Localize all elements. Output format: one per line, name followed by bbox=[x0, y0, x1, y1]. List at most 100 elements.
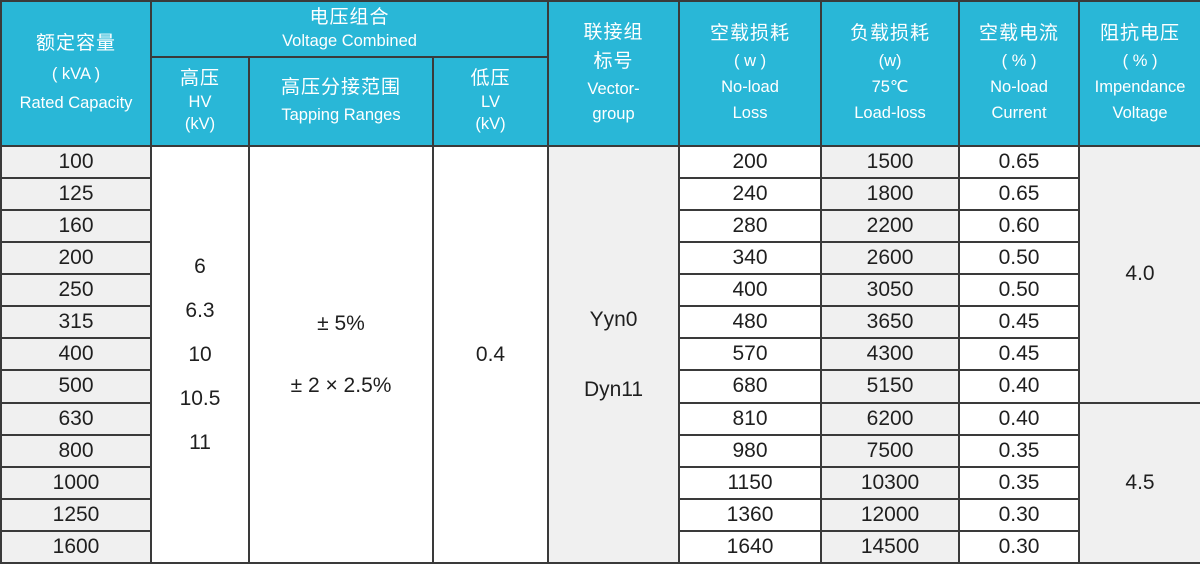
header-no-load-loss-en2: Loss bbox=[732, 103, 768, 122]
table-row: 800 980 7500 0.35 bbox=[0, 433, 1200, 468]
load-loss-cell: 5150 bbox=[820, 369, 961, 404]
header-vector-group: 联接组 标号 Vector- group bbox=[547, 0, 681, 147]
no-load-current-cell: 0.65 bbox=[958, 144, 1081, 180]
no-load-current-cell: 0.60 bbox=[958, 209, 1081, 244]
no-load-loss-cell: 1360 bbox=[678, 497, 823, 532]
capacity-cell: 100 bbox=[0, 144, 152, 180]
load-loss-cell: 3650 bbox=[820, 305, 961, 340]
load-loss-cell: 3050 bbox=[820, 273, 961, 308]
header-no-load-current-en1: No-load bbox=[990, 78, 1048, 96]
table-row: 100 6 6.3 10 10.5 11 ± 5% ± 2 × 2.5% bbox=[0, 144, 1200, 564]
no-load-current-cell: 0.50 bbox=[958, 241, 1081, 276]
load-loss-cell: 14500 bbox=[820, 529, 961, 564]
no-load-current-cell: 0.50 bbox=[958, 273, 1081, 308]
capacity-cell: 315 bbox=[0, 305, 152, 340]
header-tapping-ranges-en: Tapping Ranges bbox=[281, 106, 401, 124]
load-loss-cell: 6200 bbox=[820, 401, 961, 436]
header-hv-en: HV bbox=[188, 93, 212, 112]
table-row: 160 280 2200 0.60 bbox=[0, 209, 1200, 244]
vector-value: Dyn11 bbox=[583, 377, 644, 401]
header-impedance-voltage-zh: 阻抗电压 bbox=[1100, 23, 1181, 45]
no-load-current-cell: 0.40 bbox=[958, 369, 1081, 404]
impedance-value: 4.5 bbox=[1125, 470, 1155, 494]
no-load-loss-cell: 680 bbox=[678, 369, 823, 404]
table-row: 125 240 1800 0.65 bbox=[0, 177, 1200, 212]
header-tapping-ranges: 高压分接范围 Tapping Ranges bbox=[248, 56, 434, 147]
load-loss-cell: 2600 bbox=[820, 241, 961, 276]
header-no-load-loss-unit: ( w ) bbox=[733, 52, 767, 71]
lv-value: 0.4 bbox=[475, 342, 506, 366]
capacity-cell: 500 bbox=[0, 369, 152, 404]
hv-merged-cell: 6 6.3 10 10.5 11 bbox=[150, 145, 250, 564]
no-load-loss-cell: 400 bbox=[678, 273, 823, 308]
header-load-loss-en1: Load-loss bbox=[854, 103, 926, 122]
load-loss-cell: 1500 bbox=[820, 144, 961, 180]
header-no-load-current-unit: ( % ) bbox=[1001, 52, 1037, 71]
capacity-cell: 125 bbox=[0, 177, 152, 212]
load-loss-cell: 12000 bbox=[820, 497, 961, 532]
impedance-merged-cell-2: 4.5 bbox=[1078, 401, 1200, 564]
header-rated-capacity: 额定容量 ( kVA ) Rated Capacity bbox=[0, 0, 152, 147]
no-load-loss-cell: 240 bbox=[678, 177, 823, 212]
header-vector-group-zh2: 标号 bbox=[593, 50, 634, 72]
header-load-loss: 负载损耗 (w) 75℃ Load-loss bbox=[820, 0, 961, 147]
capacity-cell: 630 bbox=[0, 401, 152, 436]
table-row: 500 680 5150 0.40 bbox=[0, 369, 1200, 404]
header-load-loss-zh: 负载损耗 bbox=[850, 23, 931, 45]
no-load-current-cell: 0.40 bbox=[958, 401, 1081, 436]
header-rated-capacity-unit: ( kVA ) bbox=[51, 65, 101, 84]
no-load-current-cell: 0.45 bbox=[958, 305, 1081, 340]
no-load-current-cell: 0.35 bbox=[958, 465, 1081, 500]
capacity-cell: 1600 bbox=[0, 529, 152, 564]
header-no-load-current-zh: 空载电流 bbox=[979, 23, 1060, 45]
impedance-merged-cell-1: 4.0 bbox=[1078, 145, 1200, 404]
table-row: 1600 1640 14500 0.30 bbox=[0, 529, 1200, 564]
capacity-cell: 160 bbox=[0, 209, 152, 244]
header-rated-capacity-zh: 额定容量 bbox=[35, 33, 116, 55]
header-rated-capacity-en: Rated Capacity bbox=[19, 93, 133, 112]
no-load-current-cell: 0.35 bbox=[958, 433, 1081, 468]
table-row: 1250 1360 12000 0.30 bbox=[0, 497, 1200, 532]
no-load-current-cell: 0.30 bbox=[958, 529, 1081, 564]
no-load-current-cell: 0.65 bbox=[958, 177, 1081, 212]
hv-value: 6 bbox=[194, 254, 206, 278]
tapping-value: ± 2 × 2.5% bbox=[290, 373, 392, 397]
capacity-cell: 400 bbox=[0, 337, 152, 372]
tapping-merged-cell: ± 5% ± 2 × 2.5% bbox=[248, 145, 434, 564]
no-load-loss-cell: 200 bbox=[678, 144, 823, 180]
header-impedance-voltage-en2: Voltage bbox=[1112, 103, 1168, 122]
tapping-value: ± 5% bbox=[317, 311, 365, 335]
lv-merged-cell: 0.4 bbox=[431, 145, 550, 564]
load-loss-cell: 1800 bbox=[820, 177, 961, 212]
header-vector-group-en1: Vector- bbox=[587, 79, 640, 98]
header-impedance-voltage-unit: ( % ) bbox=[1122, 52, 1158, 71]
hv-value: 6.3 bbox=[185, 298, 215, 322]
header-impedance-voltage-en1: Impendance bbox=[1094, 78, 1186, 96]
header-lv-unit: (kV) bbox=[475, 114, 506, 133]
capacity-cell: 800 bbox=[0, 433, 152, 468]
header-tapping-ranges-zh: 高压分接范围 bbox=[280, 77, 401, 99]
no-load-loss-cell: 340 bbox=[678, 241, 823, 276]
header-voltage-combined-en: Voltage Combined bbox=[282, 31, 417, 50]
header-lv-en: LV bbox=[481, 93, 500, 112]
load-loss-cell: 10300 bbox=[820, 465, 961, 500]
load-loss-cell: 4300 bbox=[820, 337, 961, 372]
table-row: 250 400 3050 0.50 bbox=[0, 273, 1200, 308]
hv-value: 10 bbox=[188, 342, 212, 366]
capacity-cell: 250 bbox=[0, 273, 152, 308]
load-loss-cell: 2200 bbox=[820, 209, 961, 244]
header-vector-group-en2: group bbox=[592, 105, 635, 124]
header-voltage-combined-zh: 电压组合 bbox=[309, 6, 390, 28]
header-no-load-loss: 空载损耗 ( w ) No-load Loss bbox=[678, 0, 823, 147]
header-hv-zh: 高压 bbox=[179, 68, 220, 90]
impedance-value: 4.0 bbox=[1125, 262, 1155, 286]
header-voltage-combined: 电压组合 Voltage Combined bbox=[149, 0, 550, 58]
vector-merged-cell: Yyn0 Dyn11 bbox=[547, 145, 681, 564]
table-row: 400 570 4300 0.45 bbox=[0, 337, 1200, 372]
no-load-loss-cell: 980 bbox=[678, 433, 823, 468]
no-load-loss-cell: 1640 bbox=[678, 529, 823, 564]
no-load-loss-cell: 1150 bbox=[678, 465, 823, 500]
load-loss-cell: 7500 bbox=[820, 433, 961, 468]
header-no-load-loss-zh: 空载损耗 bbox=[710, 23, 791, 45]
header-lv-zh: 低压 bbox=[470, 68, 511, 90]
